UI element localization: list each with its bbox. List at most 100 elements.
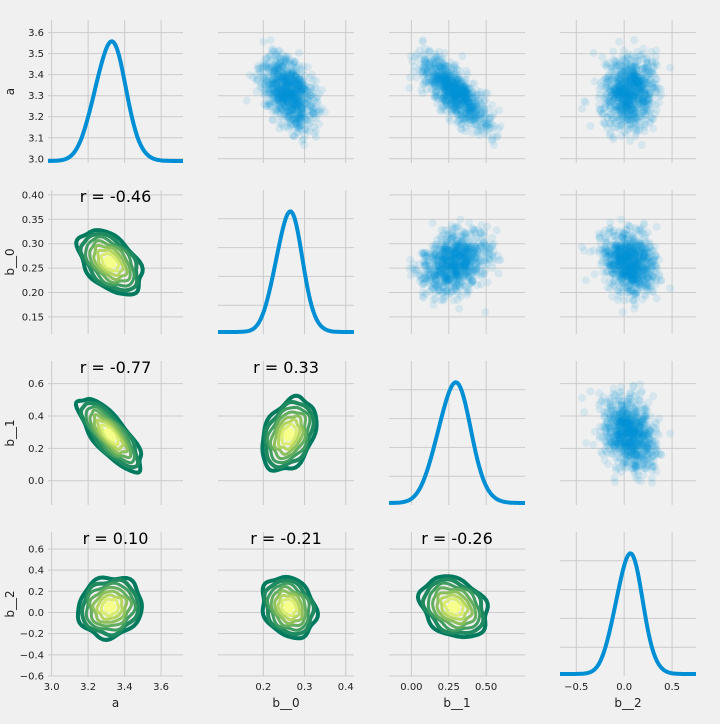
y-tick-label: 0.30 [22, 239, 44, 250]
scatter-point [442, 241, 450, 249]
y-tick-label: 0.6 [28, 379, 44, 390]
scatter-point [464, 284, 472, 292]
y-tick-label: 3.2 [28, 112, 44, 123]
scatter-point [650, 70, 658, 78]
scatter-point [420, 261, 428, 269]
scatter-point [638, 141, 646, 149]
scatter-point [646, 117, 654, 125]
panel-a-vs-a: 3.03.13.23.33.43.53.6a [3, 20, 183, 165]
scatter-point [407, 272, 415, 280]
scatter-point [277, 84, 285, 92]
scatter-point [301, 124, 309, 132]
scatter-point [464, 268, 472, 276]
scatter-point [655, 99, 663, 107]
scatter-point [444, 279, 452, 287]
panel-b__0-vs-b__2 [560, 190, 696, 334]
scatter-point [628, 232, 636, 240]
scatter-point [477, 270, 485, 278]
scatter-point [638, 243, 646, 251]
scatter-point [454, 281, 462, 289]
scatter-point [490, 141, 498, 149]
scatter-point [493, 226, 501, 234]
scatter-point [407, 52, 415, 60]
panel-a-vs-b__2 [560, 20, 696, 163]
scatter-point [279, 97, 287, 105]
scatter-point [634, 288, 642, 296]
scatter-point [468, 94, 476, 102]
scatter-point [276, 119, 284, 127]
scatter-point [290, 101, 298, 109]
scatter-point [420, 67, 428, 75]
scatter-point [454, 296, 462, 304]
scatter-point [599, 77, 607, 85]
scatter-point [495, 106, 503, 114]
scatter-point [406, 74, 414, 82]
scatter-point [495, 270, 503, 278]
scatter-point [623, 226, 631, 234]
scatter-point [429, 219, 437, 227]
scatter-point [300, 85, 308, 93]
scatter-point [608, 232, 616, 240]
scatter-point [632, 57, 640, 65]
scatter-point [456, 101, 464, 109]
scatter-point [651, 261, 659, 269]
scatter-point [253, 75, 261, 83]
scatter-point [456, 252, 464, 260]
scatter-point [614, 75, 622, 83]
scatter-point [630, 36, 638, 44]
scatter-point [459, 231, 467, 239]
scatter-point [586, 122, 594, 130]
scatter-point [582, 439, 590, 447]
scatter-point [590, 441, 598, 449]
scatter-point [435, 62, 443, 70]
scatter-group [405, 36, 504, 149]
scatter-point [463, 67, 471, 75]
scatter-point [639, 267, 647, 275]
scatter-point [608, 115, 616, 123]
scatter-point [666, 64, 674, 72]
scatter-point [614, 296, 622, 304]
scatter-point [447, 64, 455, 72]
scatter-point [309, 109, 317, 117]
scatter-point [609, 48, 617, 56]
y-axis-label: b__0 [3, 248, 17, 275]
scatter-point [619, 308, 627, 316]
scatter-point [623, 67, 631, 75]
correlation-label: r = -0.46 [80, 187, 152, 206]
scatter-point [648, 94, 656, 102]
y-tick-label: 3.3 [28, 91, 44, 102]
scatter-point [461, 76, 469, 84]
scatter-point [456, 115, 464, 123]
scatter-point [609, 64, 617, 72]
scatter-point [497, 256, 505, 264]
y-axis-label: a [3, 88, 17, 95]
y-tick-label: 3.4 [28, 70, 44, 81]
scatter-point [608, 252, 616, 260]
scatter-point [481, 240, 489, 248]
scatter-point [578, 243, 586, 251]
scatter-point [447, 77, 455, 85]
scatter-point [643, 105, 651, 113]
contour-level [105, 258, 115, 267]
panel-a-vs-b__0 [218, 20, 354, 163]
scatter-point [260, 73, 268, 81]
panel-b__0-vs-a: r = -0.460.150.200.250.300.350.40b__0 [3, 187, 183, 334]
scatter-point [634, 126, 642, 134]
scatter-point [430, 56, 438, 64]
scatter-point [490, 122, 498, 130]
scatter-point [458, 52, 466, 60]
scatter-point [479, 124, 487, 132]
y-tick-label: 3.6 [28, 28, 44, 39]
scatter-point [481, 105, 489, 113]
scatter-point [406, 256, 414, 264]
scatter-point [423, 79, 431, 87]
y-tick-label: 3.5 [28, 49, 44, 60]
scatter-point [275, 64, 283, 72]
scatter-point [437, 268, 445, 276]
scatter-point [617, 216, 625, 224]
scatter-point [260, 38, 268, 46]
scatter-point [267, 36, 275, 44]
scatter-point [653, 223, 661, 231]
panel-b__1-vs-a: r = -0.770.00.20.40.6b__1 [3, 358, 183, 505]
scatter-point [628, 91, 636, 99]
